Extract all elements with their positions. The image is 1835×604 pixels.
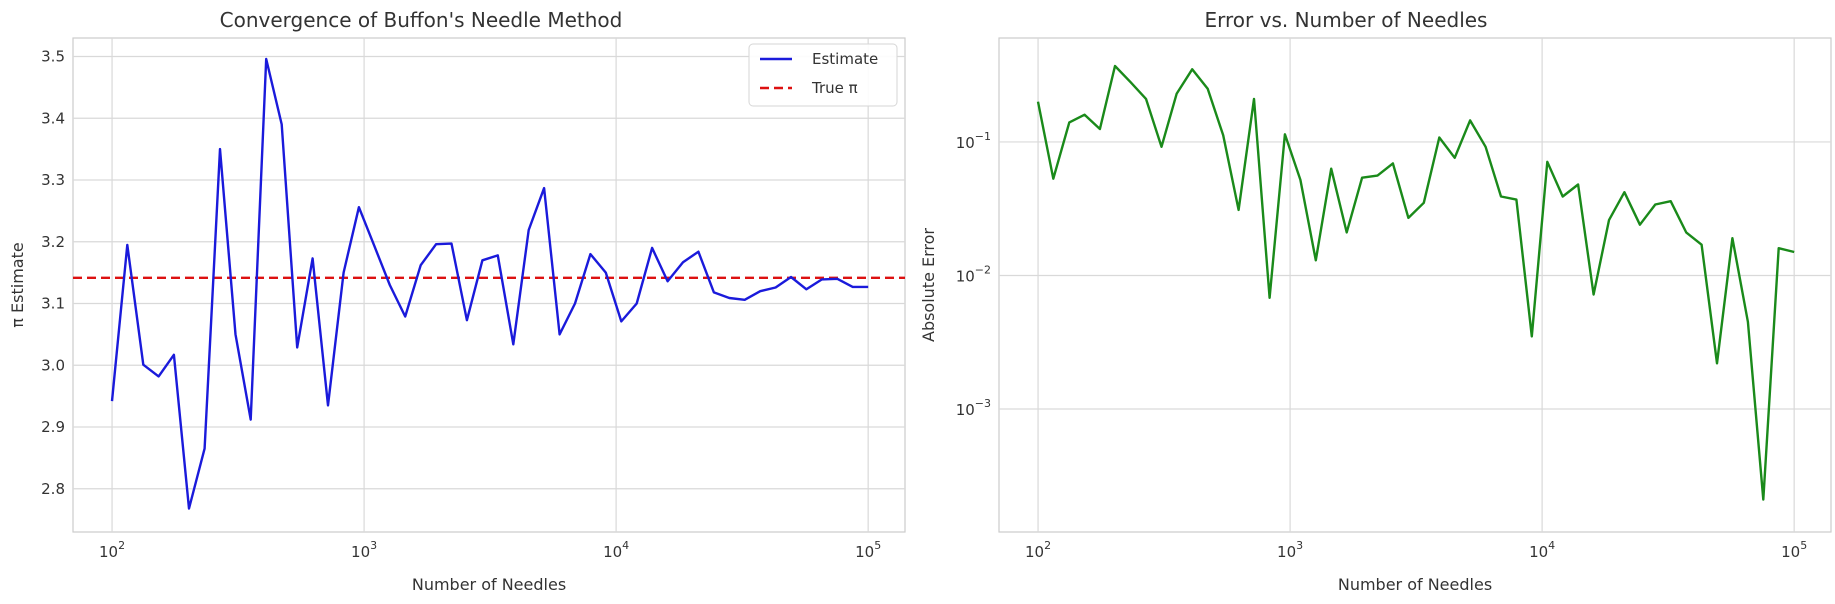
x-tick-label-exponent: 5 xyxy=(874,539,881,552)
x-tick-label-exponent: 2 xyxy=(118,539,125,552)
chart-title: Error vs. Number of Needles xyxy=(1205,8,1488,32)
x-tick-label: 105 xyxy=(1781,539,1807,561)
x-tick-label-exponent: 2 xyxy=(1044,539,1051,552)
grid xyxy=(73,38,905,532)
x-tick-label: 103 xyxy=(351,539,377,561)
x-tick-label-base: 10 xyxy=(1025,543,1044,561)
x-axis-label: Number of Needles xyxy=(412,575,566,594)
y-tick-label-base: 10 xyxy=(956,267,975,285)
y-tick-label: 3.4 xyxy=(41,109,65,127)
x-tick-label-base: 10 xyxy=(1529,543,1548,561)
y-tick-label-base: 10 xyxy=(956,401,975,419)
y-axis-label: π Estimate xyxy=(8,242,27,327)
y-tick-label: 2.8 xyxy=(41,480,65,498)
x-tick-label: 104 xyxy=(603,539,629,561)
x-tick-label: 102 xyxy=(1025,539,1051,561)
x-tick-label-base: 10 xyxy=(855,543,874,561)
y-tick-label: 2.9 xyxy=(41,418,65,436)
x-tick-label: 102 xyxy=(99,539,125,561)
x-tick-labels: 102 103 104 105 xyxy=(1025,539,1807,561)
y-tick-label-base: 10 xyxy=(956,134,975,152)
x-tick-label-exponent: 5 xyxy=(1800,539,1807,552)
y-tick-label: 3.0 xyxy=(41,356,65,374)
legend-label-true-pi: True π xyxy=(811,79,858,97)
y-tick-label: 3.1 xyxy=(41,295,65,313)
x-tick-label-exponent: 3 xyxy=(1296,539,1303,552)
x-tick-label: 103 xyxy=(1277,539,1303,561)
x-tick-labels: 102 103 104 105 xyxy=(99,539,881,561)
y-tick-labels: 10−110−210−3 xyxy=(956,130,991,419)
x-tick-label-base: 10 xyxy=(1277,543,1296,561)
x-tick-label-exponent: 4 xyxy=(1548,539,1555,552)
x-tick-label-base: 10 xyxy=(99,543,118,561)
y-tick-label-exponent: −1 xyxy=(975,130,991,143)
chart-absolute-error: Error vs. Number of Needles 10−110−210−3… xyxy=(919,8,1832,594)
x-tick-label: 105 xyxy=(855,539,881,561)
x-axis-label: Number of Needles xyxy=(1338,575,1492,594)
x-tick-label-exponent: 3 xyxy=(370,539,377,552)
series-line-error xyxy=(1036,64,1795,501)
y-tick-label-exponent: −3 xyxy=(975,397,991,410)
y-tick-label-exponent: −2 xyxy=(975,263,991,276)
y-tick-label: 10−1 xyxy=(956,130,991,152)
chart-title: Convergence of Buffon's Needle Method xyxy=(220,8,623,32)
x-tick-label-base: 10 xyxy=(351,543,370,561)
x-tick-label-base: 10 xyxy=(603,543,622,561)
series-line-estimate xyxy=(110,57,869,510)
y-tick-label: 3.5 xyxy=(41,48,65,66)
plot-area xyxy=(72,37,906,533)
legend-label-estimate: Estimate xyxy=(812,50,878,68)
legend: Estimate True π xyxy=(748,43,898,107)
y-axis-label: Absolute Error xyxy=(919,228,938,342)
plot-area xyxy=(998,37,1832,533)
x-tick-label-exponent: 4 xyxy=(622,539,629,552)
y-tick-label: 3.2 xyxy=(41,233,65,251)
x-tick-label: 104 xyxy=(1529,539,1555,561)
x-tick-label-base: 10 xyxy=(1781,543,1800,561)
y-tick-labels: 2.8 2.9 3.0 3.1 3.2 3.3 3.4 3.5 xyxy=(41,48,65,498)
y-tick-label: 10−2 xyxy=(956,263,991,285)
chart-pi-estimate: Convergence of Buffon's Needle Method 2.… xyxy=(8,8,906,594)
y-tick-label: 3.3 xyxy=(41,171,65,189)
grid xyxy=(999,38,1831,532)
y-tick-label: 10−3 xyxy=(956,397,991,419)
